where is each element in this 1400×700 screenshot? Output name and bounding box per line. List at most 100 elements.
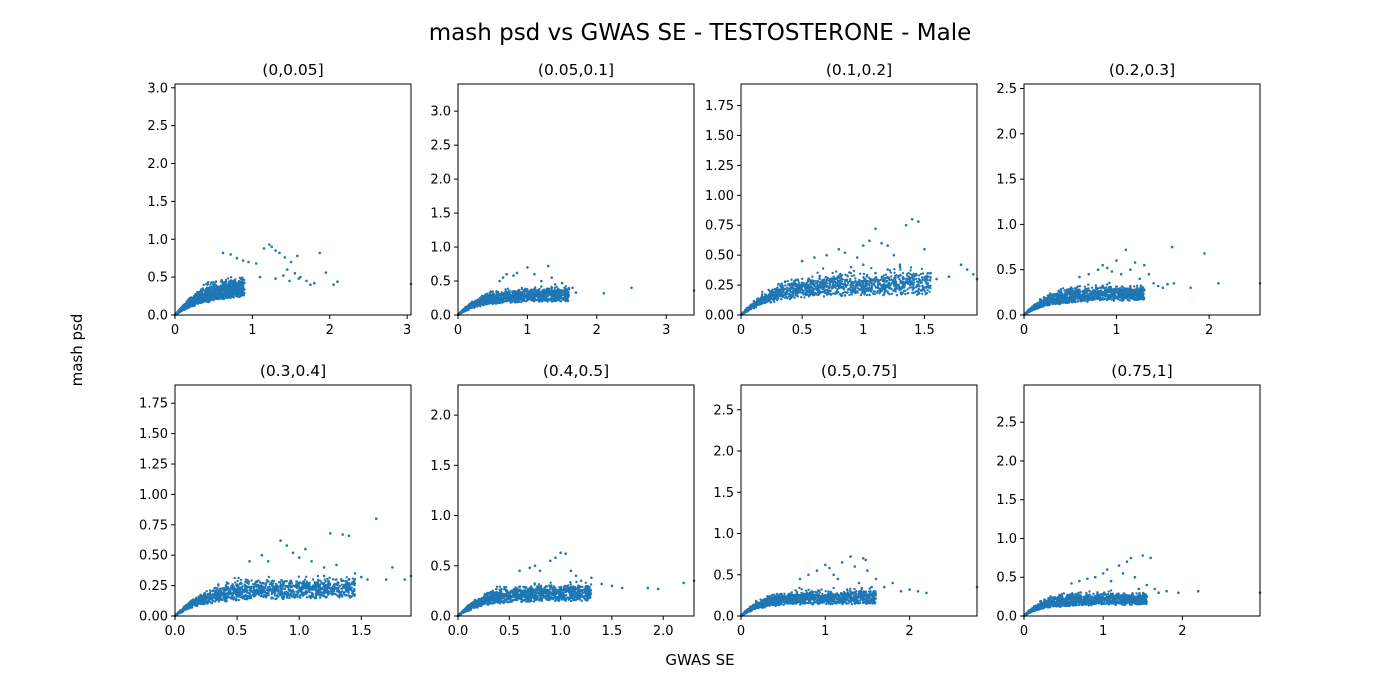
scatter-point	[550, 276, 553, 279]
scatter-point	[243, 281, 246, 284]
scatter-point	[219, 280, 223, 283]
scatter-point	[567, 287, 571, 291]
scatter-point	[213, 288, 216, 292]
scatter-point	[807, 295, 811, 298]
scatter-point	[555, 285, 558, 289]
scatter-point	[798, 281, 801, 284]
scatter-point	[224, 292, 227, 295]
scatter-point	[553, 283, 557, 286]
scatter-point	[1121, 299, 1124, 302]
subplot-title: (0.1,0.2]	[826, 61, 892, 79]
scatter-point	[854, 292, 857, 295]
scatter-point	[232, 287, 235, 290]
scatter-point	[745, 308, 748, 312]
scatter-point	[232, 285, 236, 288]
scatter-point	[859, 293, 863, 297]
scatter-point	[804, 292, 808, 295]
scatter-point	[1129, 284, 1132, 288]
scatter-point	[297, 277, 301, 280]
scatter-point	[546, 264, 550, 268]
scatter-point	[820, 280, 823, 283]
scatter-point	[521, 293, 524, 296]
scatter-point	[870, 267, 873, 270]
scatter-point	[546, 295, 550, 298]
scatter-point	[891, 289, 895, 292]
scatter-point	[800, 296, 803, 299]
scatter-point	[760, 297, 764, 300]
scatter-point	[574, 291, 578, 294]
scatter-point	[851, 286, 855, 289]
scatter-point	[1088, 297, 1092, 301]
scatter-points	[456, 264, 696, 317]
scatter-point	[806, 284, 809, 287]
scatter-point	[282, 274, 285, 277]
scatter-point	[217, 287, 220, 290]
axes-frame	[174, 83, 412, 316]
x-tick-label: 0	[737, 323, 745, 338]
scatter-point	[226, 291, 229, 294]
scatter-point	[881, 279, 885, 283]
scatter-point	[793, 289, 797, 292]
scatter-point	[869, 290, 873, 293]
scatter-point	[232, 282, 235, 285]
scatter-point	[220, 287, 223, 291]
scatter-point	[852, 281, 855, 284]
scatter-point	[196, 301, 199, 304]
scatter-point	[804, 288, 808, 292]
scatter-point	[602, 292, 606, 295]
scatter-point	[856, 287, 860, 290]
scatter-point	[229, 280, 233, 284]
y-tick-label: 0.00	[705, 309, 734, 324]
scatter-point	[808, 291, 812, 294]
scatter-point	[867, 276, 870, 279]
scatter-point	[235, 256, 239, 260]
scatter-point	[816, 289, 820, 292]
scatter-point	[203, 297, 206, 301]
scatter-point	[488, 291, 492, 295]
scatter-point	[893, 268, 896, 271]
scatter-point	[895, 274, 898, 277]
scatter-point	[825, 285, 828, 288]
scatter-point	[910, 280, 914, 283]
scatter-point	[507, 291, 510, 295]
scatter-point	[920, 267, 924, 271]
scatter-point	[536, 294, 539, 298]
scatter-point	[895, 294, 899, 297]
scatter-point	[813, 256, 816, 259]
scatter-point	[232, 296, 235, 299]
scatter-point	[1084, 299, 1087, 302]
scatter-point	[226, 277, 230, 280]
scatter-point	[223, 283, 226, 286]
scatter-point	[305, 279, 308, 283]
scatter-point	[893, 287, 897, 290]
scatter-point	[907, 292, 910, 295]
scatter-point	[776, 286, 779, 289]
x-tick-label: 2	[593, 323, 601, 338]
scatter-point	[886, 277, 889, 280]
scatter-point	[566, 299, 570, 303]
scatter-point	[831, 271, 834, 275]
scatter-point	[283, 256, 287, 259]
scatter-point	[247, 260, 250, 264]
scatter-point	[223, 288, 226, 291]
scatter-point	[228, 290, 232, 294]
scatter-point	[906, 288, 909, 291]
scatter-point	[770, 301, 773, 304]
scatter-point	[202, 293, 206, 296]
scatter-point	[803, 296, 806, 299]
scatter-point	[898, 278, 901, 281]
scatter-point	[491, 290, 495, 293]
scatter-point	[910, 286, 913, 289]
scatter-point	[791, 282, 795, 286]
scatter-point	[475, 305, 478, 308]
scatter-point	[904, 223, 908, 227]
scatter-point	[910, 217, 914, 221]
scatter-point	[206, 281, 209, 284]
scatter-point	[852, 269, 856, 273]
scatter-point	[505, 272, 508, 276]
scatter-point	[193, 298, 196, 301]
scatter-point	[220, 291, 223, 294]
y-tick-label: 1.5	[147, 195, 168, 210]
y-tick-label: 0.0	[430, 309, 451, 324]
scatter-point	[181, 307, 184, 311]
